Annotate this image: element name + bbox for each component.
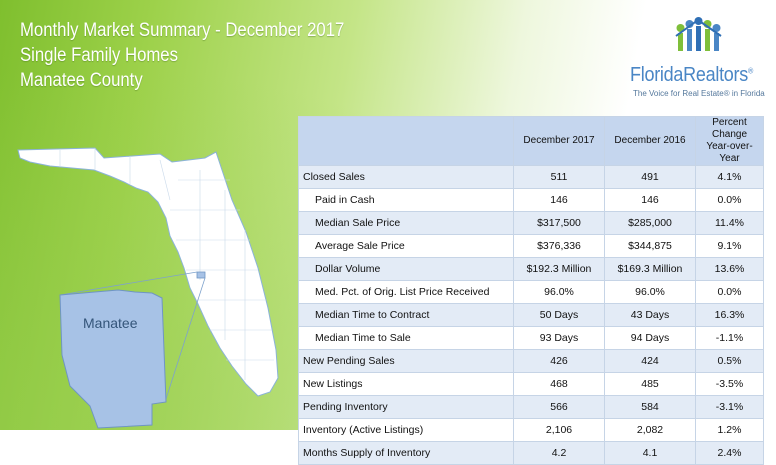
column-header: Percent Change Year-over-Year: [695, 116, 764, 166]
value-pct-change: 2.4%: [695, 441, 764, 465]
logo-tagline: The Voice for Real Estate® in Florida: [633, 89, 765, 98]
value-dec-2016: $344,875: [604, 234, 696, 258]
value-dec-2016: 424: [604, 349, 696, 373]
table-row: New Pending Sales 426 424 0.5%: [298, 349, 764, 373]
row-label: New Pending Sales: [298, 349, 514, 373]
manatee-county-marker: [196, 271, 206, 279]
value-pct-change: 0.5%: [695, 349, 764, 373]
florida-realtors-logo-icon: [675, 17, 722, 51]
value-pct-change: 0.0%: [695, 188, 764, 212]
logo-figures-icon: [675, 17, 722, 51]
value-dec-2017: $192.3 Million: [513, 257, 605, 281]
table-row: Paid in Cash 146 146 0.0%: [298, 188, 764, 212]
value-dec-2017: 96.0%: [513, 280, 605, 304]
row-label: Paid in Cash: [298, 188, 514, 212]
table-header-row: December 2017 December 2016 Percent Chan…: [298, 116, 764, 166]
value-dec-2016: 96.0%: [604, 280, 696, 304]
row-label: Pending Inventory: [298, 395, 514, 419]
value-pct-change: -3.1%: [695, 395, 764, 419]
logo-wordmark: FloridaRealtors®: [630, 64, 753, 87]
manatee-county-inset: [59, 289, 167, 429]
value-pct-change: 16.3%: [695, 303, 764, 327]
row-label: Med. Pct. of Orig. List Price Received: [298, 280, 514, 304]
value-dec-2016: 2,082: [604, 418, 696, 442]
table-row: Months Supply of Inventory 4.2 4.1 2.4%: [298, 441, 764, 465]
logo-registered-mark: ®: [747, 66, 754, 76]
market-summary-table: December 2017 December 2016 Percent Chan…: [298, 116, 764, 465]
value-dec-2016: 584: [604, 395, 696, 419]
value-dec-2016: 43 Days: [604, 303, 696, 327]
value-dec-2017: 468: [513, 372, 605, 396]
report-title-block: Monthly Market Summary - December 2017 S…: [20, 18, 389, 93]
value-pct-change: 1.2%: [695, 418, 764, 442]
county-name: Manatee County: [20, 70, 143, 91]
inset-connector-lines: [59, 271, 206, 403]
value-dec-2016: $169.3 Million: [604, 257, 696, 281]
report-title: Monthly Market Summary - December 2017: [20, 20, 345, 41]
value-dec-2017: 146: [513, 188, 605, 212]
value-dec-2017: $376,336: [513, 234, 605, 258]
value-dec-2016: $285,000: [604, 211, 696, 235]
table-row: Median Time to Contract 50 Days 43 Days 16.…: [298, 303, 764, 327]
value-pct-change: 9.1%: [695, 234, 764, 258]
row-label: Median Time to Sale: [298, 326, 514, 350]
value-pct-change: 11.4%: [695, 211, 764, 235]
row-label: Average Sale Price: [298, 234, 514, 258]
table-row: Average Sale Price $376,336 $344,875 9.1%: [298, 234, 764, 258]
table-row: Pending Inventory 566 584 -3.1%: [298, 395, 764, 419]
table-row: Median Sale Price $317,500 $285,000 11.4%: [298, 211, 764, 235]
table-row: Dollar Volume $192.3 Million $169.3 Millio…: [298, 257, 764, 281]
column-header: December 2017: [513, 116, 605, 166]
value-dec-2017: 566: [513, 395, 605, 419]
map-county-label: Manatee: [83, 315, 138, 331]
column-header: December 2016: [604, 116, 696, 166]
logo-name-text: FloridaRealtors: [630, 64, 748, 86]
value-dec-2017: 4.2: [513, 441, 605, 465]
value-pct-change: 0.0%: [695, 280, 764, 304]
table-row: Median Time to Sale 93 Days 94 Days -1.1%: [298, 326, 764, 350]
value-dec-2016: 146: [604, 188, 696, 212]
row-label: Months Supply of Inventory: [298, 441, 514, 465]
value-dec-2017: 511: [513, 165, 605, 189]
value-pct-change: 13.6%: [695, 257, 764, 281]
row-label: New Listings: [298, 372, 514, 396]
row-label: Dollar Volume: [298, 257, 514, 281]
header-corner-cell: [298, 116, 514, 166]
value-dec-2016: 94 Days: [604, 326, 696, 350]
value-pct-change: -3.5%: [695, 372, 764, 396]
value-dec-2017: 2,106: [513, 418, 605, 442]
value-dec-2017: $317,500: [513, 211, 605, 235]
value-dec-2016: 491: [604, 165, 696, 189]
florida-map: [17, 147, 279, 429]
county-lines: [59, 148, 274, 380]
table-row: Inventory (Active Listings) 2,106 2,082 1.2…: [298, 418, 764, 442]
value-dec-2016: 4.1: [604, 441, 696, 465]
value-dec-2016: 485: [604, 372, 696, 396]
row-label: Closed Sales: [298, 165, 514, 189]
value-dec-2017: 93 Days: [513, 326, 605, 350]
table-row: Med. Pct. of Orig. List Price Received 96…: [298, 280, 764, 304]
row-label: Inventory (Active Listings): [298, 418, 514, 442]
value-dec-2017: 50 Days: [513, 303, 605, 327]
value-pct-change: 4.1%: [695, 165, 764, 189]
value-pct-change: -1.1%: [695, 326, 764, 350]
property-type: Single Family Homes: [20, 45, 178, 66]
value-dec-2017: 426: [513, 349, 605, 373]
table-row: New Listings 468 485 -3.5%: [298, 372, 764, 396]
row-label: Median Time to Contract: [298, 303, 514, 327]
row-label: Median Sale Price: [298, 211, 514, 235]
table-row: Closed Sales 511 491 4.1%: [298, 165, 764, 189]
